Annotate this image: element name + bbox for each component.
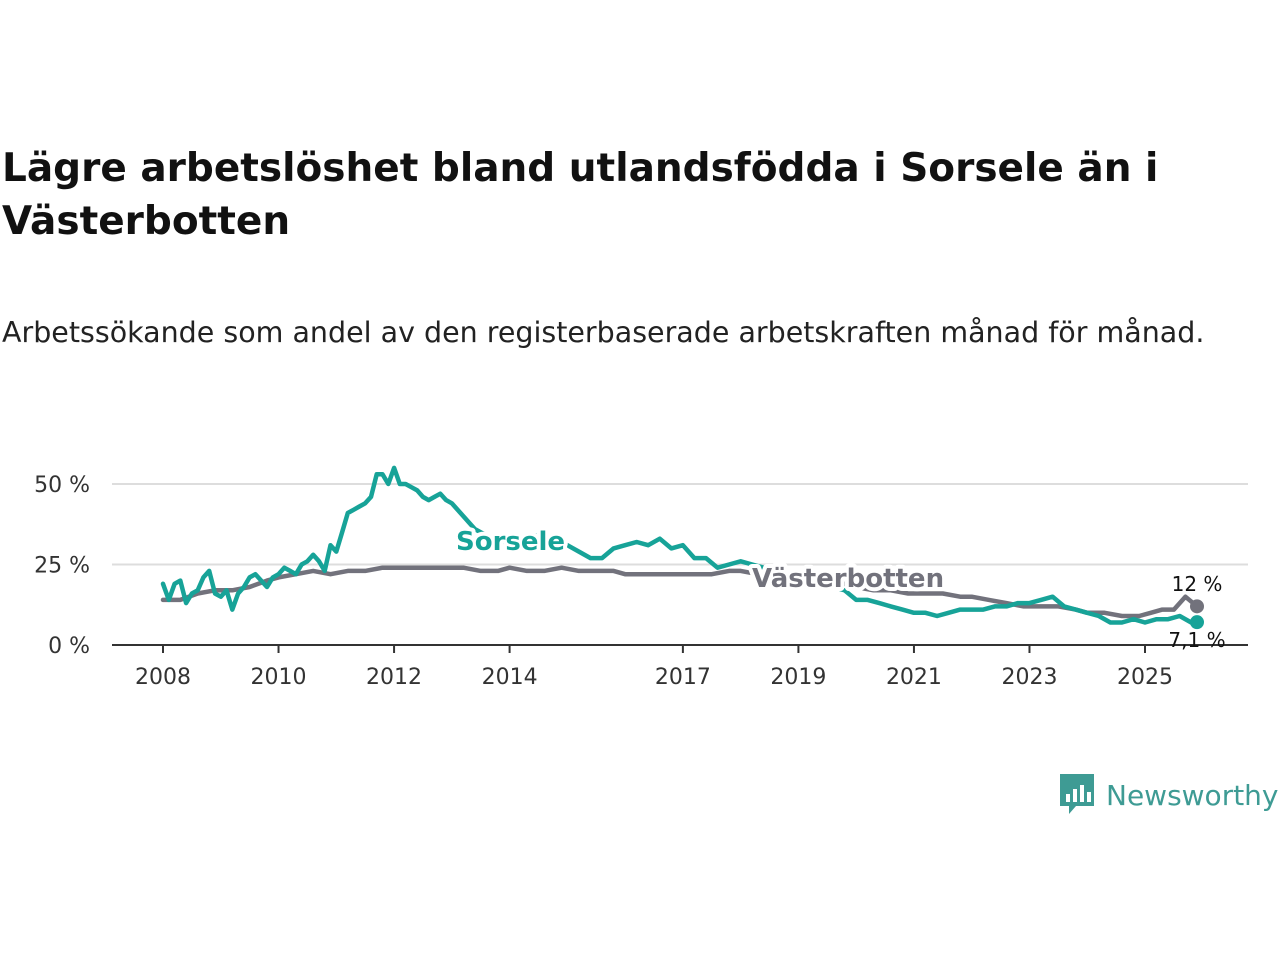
newsworthy-brand: Newsworthy bbox=[1058, 772, 1279, 818]
end-point-vasterbotten bbox=[1190, 599, 1204, 614]
line-chart: 0 % 25 % 50 % 2008 2010 2012 2014 2017 2019 2021 2… bbox=[34, 465, 1248, 690]
brand-name: Newsworthy bbox=[1106, 778, 1279, 812]
x-tick-label: 2019 bbox=[770, 665, 826, 690]
series-label-sorsele: Sorsele bbox=[456, 527, 565, 557]
chart-subtitle: Arbetssökande som andel av den registerb… bbox=[2, 316, 1205, 349]
x-tick-label: 2010 bbox=[251, 665, 307, 690]
x-tick-label: 2017 bbox=[655, 665, 711, 690]
series-line-vasterbotten bbox=[160, 565, 1200, 619]
end-label-vasterbotten: 12 % bbox=[1172, 572, 1223, 596]
series-label-vasterbotten: Västerbotten bbox=[752, 564, 944, 594]
x-tick-label: 2021 bbox=[886, 665, 942, 690]
x-tick-label: 2023 bbox=[1001, 665, 1057, 690]
newsworthy-logo-icon bbox=[1060, 774, 1094, 814]
end-point-sorsele bbox=[1190, 615, 1204, 630]
series-label-vasterbotten-halo: Västerbotten bbox=[752, 564, 944, 594]
y-tick-label: 25 % bbox=[34, 554, 90, 579]
gridlines bbox=[112, 483, 1248, 566]
y-tick-label: 0 % bbox=[48, 634, 90, 659]
x-tick-label: 2025 bbox=[1117, 665, 1173, 690]
series-lines bbox=[160, 465, 1204, 630]
series-label-sorsele-halo: Sorsele bbox=[456, 527, 565, 557]
end-label-sorsele: 7,1 % bbox=[1168, 628, 1225, 652]
x-tick-label: 2008 bbox=[135, 665, 191, 690]
axes: 0 % 25 % 50 % 2008 2010 2012 2014 2017 2019 2021 2… bbox=[34, 473, 1248, 690]
x-tick-label: 2014 bbox=[482, 665, 538, 690]
y-tick-label: 50 % bbox=[34, 473, 90, 498]
chart-title: Lägre arbetslöshet bland utlandsfödda i … bbox=[2, 146, 1159, 244]
x-tick-label: 2012 bbox=[366, 665, 422, 690]
series-line-sorsele bbox=[160, 465, 1200, 625]
